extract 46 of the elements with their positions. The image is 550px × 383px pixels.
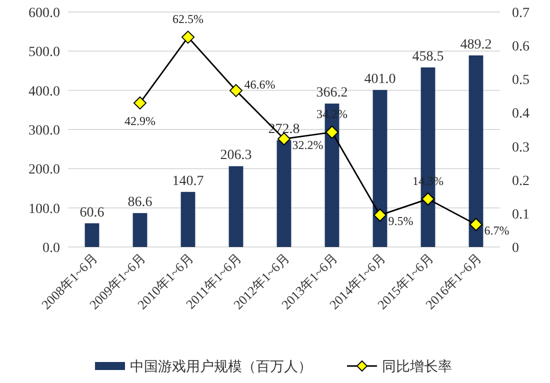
y2-tick-label: 0.1 (512, 207, 530, 222)
bar (372, 90, 388, 247)
y2-tick-label: 0.7 (512, 6, 530, 21)
point (422, 192, 434, 206)
bar (84, 223, 100, 247)
data-label: 32.2% (292, 138, 324, 152)
y-tick-label: 0.0 (42, 241, 60, 256)
data-label: 42.9% (124, 114, 156, 128)
y2-tick-label: 0.6 (512, 40, 530, 55)
y2-tick-label: 0.4 (512, 106, 530, 122)
y-tick-label: 600.0 (28, 6, 60, 21)
y2-tick-label: 0.5 (512, 73, 530, 88)
data-label: 14.3% (412, 174, 444, 188)
y2-tick-label: 0.3 (512, 140, 530, 156)
legend-label: 中国游戏用户规模（百万人） (130, 359, 312, 375)
point (230, 84, 242, 98)
data-label: 86.6 (128, 195, 152, 210)
y-tick-label: 100.0 (28, 202, 60, 217)
data-label: 401.0 (364, 72, 396, 87)
data-label: 62.5% (172, 12, 204, 26)
data-label: 9.5% (388, 214, 414, 228)
data-label: 489.2 (460, 37, 492, 52)
point (374, 208, 386, 222)
data-label: 60.6 (80, 205, 104, 220)
data-label: 140.7 (172, 174, 204, 189)
bar (132, 213, 148, 247)
point (470, 218, 482, 232)
data-label: 46.6% (244, 78, 276, 92)
data-label: 366.2 (316, 86, 348, 101)
data-label: 206.3 (220, 148, 252, 164)
y-tick-label: 300.0 (28, 124, 60, 138)
legend-label: 同比增长率 (382, 359, 452, 375)
bar (228, 166, 244, 247)
y-tick-label: 500.0 (28, 45, 60, 60)
point (134, 96, 146, 110)
y-tick-label: 200.0 (28, 162, 60, 178)
bar (180, 192, 196, 247)
point (182, 30, 194, 44)
bar (468, 55, 484, 247)
data-label: 6.7% (484, 224, 510, 238)
y2-tick-label: 0.2 (512, 174, 530, 189)
point (326, 126, 338, 139)
bar (276, 140, 292, 247)
data-label: 458.5 (412, 49, 444, 64)
y-tick-label: 400.0 (28, 84, 60, 100)
y2-tick-label: 0 (512, 241, 519, 256)
